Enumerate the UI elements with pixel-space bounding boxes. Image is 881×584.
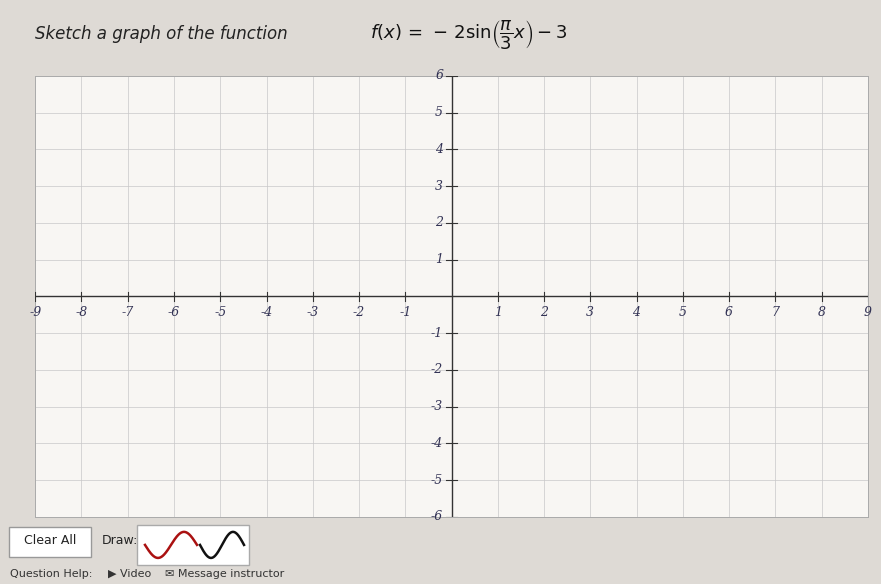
Text: -2: -2 bbox=[353, 305, 365, 318]
Text: Sketch a graph of the function: Sketch a graph of the function bbox=[35, 25, 288, 43]
Text: -8: -8 bbox=[76, 305, 87, 318]
Text: ✉ Message instructor: ✉ Message instructor bbox=[165, 569, 285, 579]
Text: 2: 2 bbox=[540, 305, 548, 318]
Text: -5: -5 bbox=[214, 305, 226, 318]
Text: 4: 4 bbox=[435, 143, 443, 156]
Text: Draw:: Draw: bbox=[102, 534, 138, 547]
Text: 9: 9 bbox=[863, 305, 872, 318]
Text: 6: 6 bbox=[725, 305, 733, 318]
Text: 6: 6 bbox=[435, 69, 443, 82]
Text: 1: 1 bbox=[435, 253, 443, 266]
Text: 8: 8 bbox=[818, 305, 825, 318]
Text: -4: -4 bbox=[261, 305, 272, 318]
Text: -5: -5 bbox=[431, 474, 443, 486]
Text: 3: 3 bbox=[435, 180, 443, 193]
Text: 5: 5 bbox=[678, 305, 687, 318]
Text: 7: 7 bbox=[771, 305, 780, 318]
Text: $f(x)\,=\,-\,2\sin\!\left(\dfrac{\pi}{3}x\right)-3$: $f(x)\,=\,-\,2\sin\!\left(\dfrac{\pi}{3}… bbox=[370, 18, 567, 51]
Text: Clear All: Clear All bbox=[24, 534, 76, 547]
Text: -1: -1 bbox=[399, 305, 411, 318]
Text: -2: -2 bbox=[431, 363, 443, 376]
FancyBboxPatch shape bbox=[9, 527, 91, 557]
Text: -1: -1 bbox=[431, 326, 443, 340]
Text: -6: -6 bbox=[168, 305, 180, 318]
Text: 4: 4 bbox=[633, 305, 640, 318]
Text: -6: -6 bbox=[431, 510, 443, 523]
Text: 3: 3 bbox=[586, 305, 595, 318]
Text: -9: -9 bbox=[29, 305, 41, 318]
Text: 2: 2 bbox=[435, 217, 443, 230]
Text: Question Help:: Question Help: bbox=[10, 569, 93, 579]
Text: -3: -3 bbox=[307, 305, 319, 318]
Text: -7: -7 bbox=[122, 305, 134, 318]
FancyBboxPatch shape bbox=[137, 525, 249, 565]
Text: 5: 5 bbox=[435, 106, 443, 119]
Text: -4: -4 bbox=[431, 437, 443, 450]
Text: -3: -3 bbox=[431, 400, 443, 413]
Text: ▶ Video: ▶ Video bbox=[108, 569, 152, 579]
Text: 1: 1 bbox=[493, 305, 502, 318]
